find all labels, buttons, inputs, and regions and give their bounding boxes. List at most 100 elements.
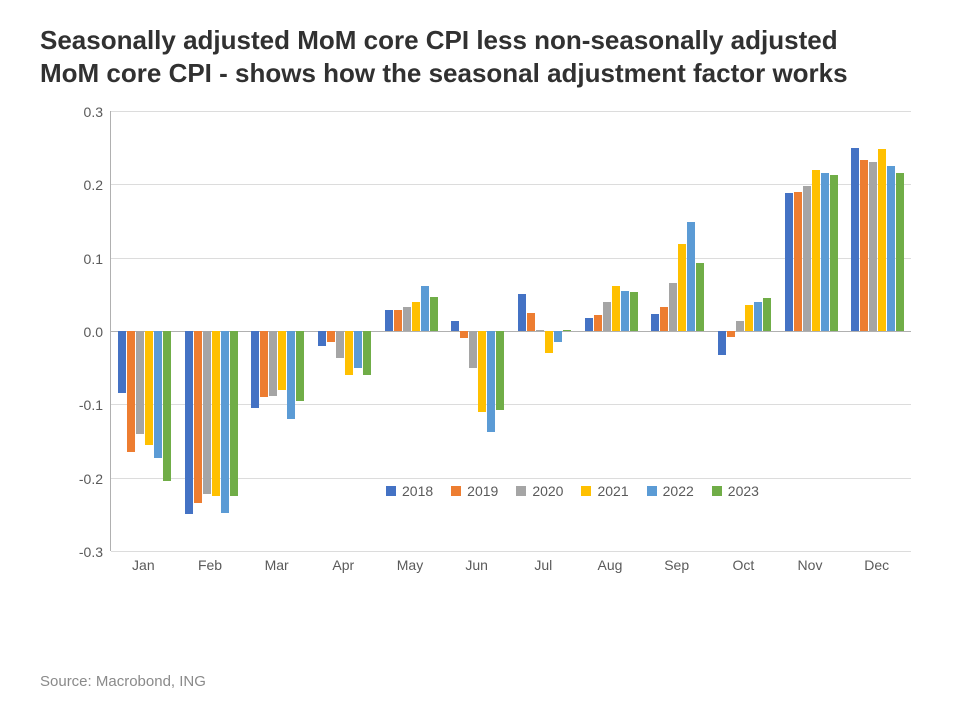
bar: [830, 175, 838, 331]
bar: [412, 302, 420, 331]
bar: [594, 315, 602, 331]
bar: [803, 186, 811, 331]
bar: [851, 148, 859, 331]
bar: [869, 162, 877, 331]
bar: [887, 166, 895, 331]
bar: [154, 331, 162, 458]
gridline: 0.3: [111, 111, 911, 112]
bar: [136, 331, 144, 434]
y-tick-label: 0.1: [84, 251, 103, 267]
legend-item: 2019: [451, 483, 498, 499]
bar: [230, 331, 238, 496]
x-tick-label: Jan: [132, 557, 155, 573]
gridline: -0.3: [111, 551, 911, 552]
source-attribution: Source: Macrobond, ING: [40, 673, 206, 690]
bar: [527, 313, 535, 331]
bar: [127, 331, 135, 452]
x-tick-label: Apr: [332, 557, 354, 573]
bar: [563, 330, 571, 331]
bar: [394, 310, 402, 331]
bar: [403, 307, 411, 331]
bar: [185, 331, 193, 514]
y-tick-label: -0.2: [79, 471, 103, 487]
x-tick-label: Feb: [198, 557, 222, 573]
bar: [430, 297, 438, 331]
bar: [451, 321, 459, 331]
x-tick-label: Oct: [732, 557, 754, 573]
legend-swatch: [581, 486, 591, 496]
bar: [660, 307, 668, 331]
legend-swatch: [516, 486, 526, 496]
bar: [896, 173, 904, 331]
bar: [678, 244, 686, 331]
legend-item: 2018: [386, 483, 433, 499]
bar: [736, 321, 744, 331]
bar: [318, 331, 326, 346]
bar: [287, 331, 295, 419]
chart-title: Seasonally adjusted MoM core CPI less no…: [40, 24, 900, 89]
bar: [878, 149, 886, 331]
bar: [278, 331, 286, 390]
legend-swatch: [712, 486, 722, 496]
plot-area: 201820192020202120222023 -0.3-0.2-0.10.0…: [110, 111, 911, 551]
bar: [754, 302, 762, 331]
bar: [651, 314, 659, 331]
x-axis-labels: JanFebMarAprMayJunJulAugSepOctNovDec: [110, 557, 910, 581]
y-tick-label: -0.3: [79, 544, 103, 560]
bar: [745, 305, 753, 331]
x-tick-label: Aug: [598, 557, 623, 573]
legend-item: 2022: [647, 483, 694, 499]
bar: [785, 193, 793, 331]
x-tick-label: Dec: [864, 557, 889, 573]
bar: [460, 331, 468, 338]
y-tick-label: 0.3: [84, 104, 103, 120]
bar: [345, 331, 353, 375]
bar: [145, 331, 153, 445]
y-tick-label: 0.0: [84, 324, 103, 340]
bar: [545, 331, 553, 353]
legend-label: 2019: [467, 483, 498, 499]
legend-label: 2020: [532, 483, 563, 499]
y-tick-label: -0.1: [79, 397, 103, 413]
bar: [354, 331, 362, 368]
bar: [812, 170, 820, 331]
bar: [269, 331, 277, 396]
bar: [327, 331, 335, 342]
x-tick-label: Jun: [465, 557, 488, 573]
page: Seasonally adjusted MoM core CPI less no…: [0, 0, 963, 714]
legend-label: 2018: [402, 483, 433, 499]
chart: 2018 2019 2020 2021 2022 2023 -0.3 -0.2 -0.1 0.0…: [40, 101, 920, 621]
legend-swatch: [451, 486, 461, 496]
legend: 2018 2019 2020 2021 2022 2023: [386, 483, 759, 499]
legend-item: 2023: [712, 483, 759, 499]
bar: [251, 331, 259, 408]
legend-swatch: [647, 486, 657, 496]
bar: [821, 173, 829, 331]
bar: [496, 331, 504, 410]
bar: [212, 331, 220, 496]
bar: [296, 331, 304, 401]
bar: [718, 331, 726, 355]
bar: [860, 160, 868, 331]
bar: [221, 331, 229, 513]
bar: [630, 292, 638, 331]
bar: [469, 331, 477, 368]
bar: [603, 302, 611, 331]
x-tick-label: May: [397, 557, 423, 573]
bar: [687, 222, 695, 331]
gridline: 0.2: [111, 184, 911, 185]
legend-item: 2020: [516, 483, 563, 499]
bar: [536, 330, 544, 331]
bar: [421, 286, 429, 331]
bar: [554, 331, 562, 342]
bar: [163, 331, 171, 481]
bar: [585, 318, 593, 331]
bar: [260, 331, 268, 397]
x-tick-label: Nov: [798, 557, 823, 573]
bar: [385, 310, 393, 331]
bar: [696, 263, 704, 331]
x-tick-label: Jul: [534, 557, 552, 573]
bar: [203, 331, 211, 494]
legend-label: 2021: [597, 483, 628, 499]
y-tick-label: 0.2: [84, 177, 103, 193]
